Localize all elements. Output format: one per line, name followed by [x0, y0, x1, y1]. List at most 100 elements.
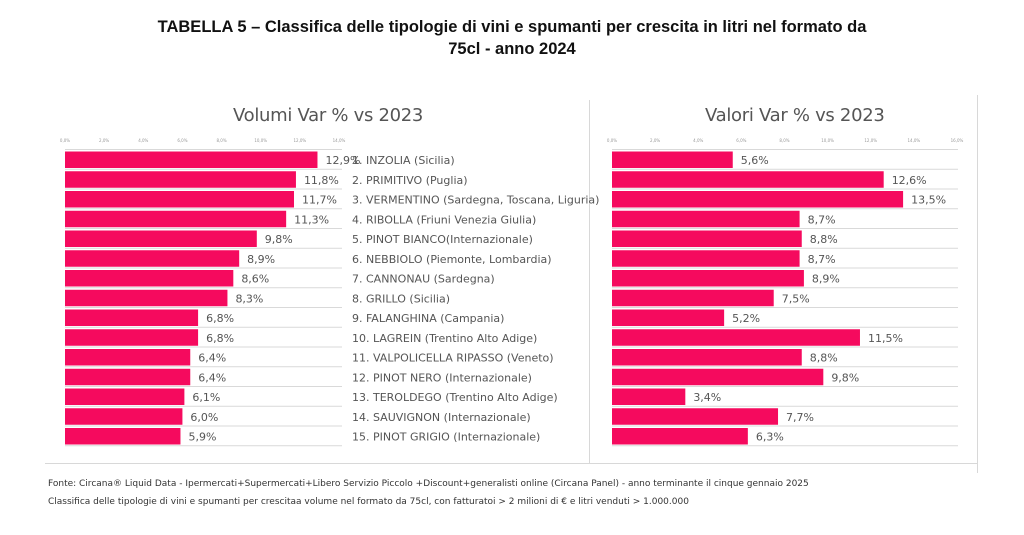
valori-value-label: 5,2%: [732, 312, 760, 325]
volumi-category-label: 11. VALPOLICELLA RIPASSO (Veneto): [352, 352, 554, 365]
valori-bar: [612, 270, 804, 287]
valori-tick-label: 6,0%: [736, 138, 746, 143]
volumi-value-label: 6,4%: [198, 352, 226, 365]
volumi-value-label: 6,8%: [206, 332, 234, 345]
valori-bar: [612, 329, 860, 346]
volumi-value-label: 11,3%: [294, 213, 329, 226]
valori-bar: [612, 408, 779, 425]
valori-value-label: 8,8%: [810, 233, 838, 246]
footer-source: Fonte: Circana® Liquid Data - Ipermercat…: [48, 479, 809, 489]
volumi-chart-title: Volumi Var % vs 2023: [233, 105, 424, 126]
volumi-category-label: 14. SAUVIGNON (Internazionale): [352, 411, 531, 424]
valori-value-label: 7,5%: [782, 292, 810, 305]
volumi-bar: [65, 368, 191, 386]
valori-value-label: 5,6%: [741, 154, 769, 167]
valori-value-label: 9,8%: [831, 371, 859, 384]
valori-value-label: 8,7%: [808, 253, 836, 266]
volumi-value-label: 11,7%: [302, 194, 337, 207]
volumi-category-label: 6. NEBBIOLO (Piemonte, Lombardia): [352, 253, 552, 266]
valori-tick-label: 12,0%: [864, 138, 877, 143]
volumi-bar: [65, 250, 240, 267]
volumi-bar: [65, 151, 318, 168]
volumi-category-label: 4. RIBOLLA (Friuni Venezia Giulia): [352, 213, 536, 226]
panel-divider-right: [977, 95, 978, 473]
volumi-bar: [65, 428, 181, 445]
volumi-bar: [65, 210, 287, 228]
volumi-tick-label: 2,0%: [99, 138, 109, 143]
valori-bar: [612, 250, 800, 267]
valori-tick-label: 8,0%: [779, 138, 789, 143]
volumi-category-label: 9. FALANGHINA (Campania): [352, 312, 504, 325]
volumi-category-label: 3. VERMENTINO (Sardegna, Toscana, Liguri…: [352, 194, 599, 207]
valori-bar: [612, 388, 686, 405]
volumi-value-label: 5,9%: [188, 431, 216, 444]
valori-value-label: 11,5%: [868, 332, 903, 345]
title-line-1: TABELLA 5 – Classifica delle tipologie d…: [157, 18, 867, 36]
volumi-tick-label: 12,0%: [293, 138, 306, 143]
valori-bar: [612, 210, 800, 228]
title-line-2: 75cl - anno 2024: [448, 40, 576, 58]
valori-value-label: 8,9%: [812, 273, 840, 286]
footer-note: Classifica delle tipologie di vini e spu…: [48, 497, 689, 507]
valori-bar: [612, 309, 725, 326]
volumi-tick-label: 6,0%: [177, 138, 187, 143]
valori-bar: [612, 428, 748, 445]
volumi-tick-label: 0,0%: [60, 138, 70, 143]
valori-bar: [612, 171, 884, 188]
valori-value-label: 3,4%: [693, 391, 721, 404]
volumi-bar: [65, 329, 199, 346]
valori-bar: [612, 368, 824, 386]
volumi-bar: [65, 270, 234, 287]
valori-bar: [612, 349, 802, 366]
volumi-bar: [65, 349, 191, 366]
valori-tick-label: 10,0%: [821, 138, 834, 143]
page-title: TABELLA 5 – Classifica delle tipologie d…: [0, 16, 1024, 60]
volumi-bar: [65, 230, 257, 247]
valori-bar: [612, 230, 802, 247]
volumi-value-label: 8,3%: [235, 292, 263, 305]
panel-divider-vertical: [589, 100, 590, 464]
valori-tick-label: 0,0%: [607, 138, 617, 143]
volumi-value-label: 6,1%: [192, 391, 220, 404]
volumi-value-label: 12,9%: [325, 154, 360, 167]
volumi-bar: [65, 191, 294, 208]
volumi-category-label: 2. PRIMITIVO (Puglia): [352, 174, 468, 187]
volumi-category-label: 8. GRILLO (Sicilia): [352, 292, 450, 305]
volumi-category-label: 12. PINOT NERO (Internazionale): [352, 371, 532, 384]
volumi-tick-label: 14,0%: [333, 138, 346, 143]
panel-bottom-border: [45, 463, 977, 464]
volumi-tick-label: 10,0%: [254, 138, 267, 143]
valori-bar: [612, 289, 774, 307]
volumi-value-label: 8,6%: [241, 273, 269, 286]
valori-tick-label: 14,0%: [908, 138, 921, 143]
volumi-tick-label: 4,0%: [138, 138, 148, 143]
volumi-tick-label: 8,0%: [216, 138, 226, 143]
volumi-category-label: 10. LAGREIN (Trentino Alto Adige): [352, 332, 537, 345]
valori-tick-label: 16,0%: [951, 138, 964, 143]
volumi-category-label: 15. PINOT GRIGIO (Internazionale): [352, 431, 540, 444]
valori-value-label: 8,7%: [808, 213, 836, 226]
valori-bar: [612, 191, 904, 208]
valori-tick-label: 2,0%: [650, 138, 660, 143]
volumi-category-label: 7. CANNONAU (Sardegna): [352, 273, 495, 286]
valori-tick-label: 4,0%: [693, 138, 703, 143]
volumi-value-label: 11,8%: [304, 174, 339, 187]
volumi-category-label: 1. INZOLIA (Sicilia): [352, 154, 455, 167]
valori-chart-title: Valori Var % vs 2023: [705, 105, 885, 126]
valori-value-label: 8,8%: [810, 352, 838, 365]
volumi-value-label: 9,8%: [265, 233, 293, 246]
volumi-bar: [65, 289, 228, 307]
volumi-bar: [65, 388, 185, 405]
valori-value-label: 7,7%: [786, 411, 814, 424]
volumi-value-label: 6,0%: [190, 411, 218, 424]
volumi-category-label: 5. PINOT BIANCO(Internazionale): [352, 233, 533, 246]
volumi-bar: [65, 309, 199, 326]
valori-bar: [612, 151, 733, 168]
volumi-value-label: 6,4%: [198, 371, 226, 384]
volumi-bar: [65, 408, 183, 425]
valori-value-label: 6,3%: [756, 431, 784, 444]
volumi-bar: [65, 171, 296, 188]
volumi-value-label: 8,9%: [247, 253, 275, 266]
valori-value-label: 13,5%: [911, 194, 946, 207]
